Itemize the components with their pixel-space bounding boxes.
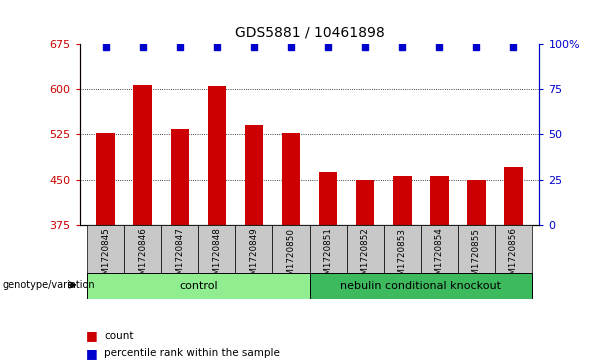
Text: GSM1720851: GSM1720851 xyxy=(324,228,333,286)
Bar xyxy=(134,85,152,225)
Text: GSM1720856: GSM1720856 xyxy=(509,228,518,286)
Bar xyxy=(161,225,199,274)
Bar xyxy=(495,225,532,274)
Text: ■: ■ xyxy=(86,347,97,360)
Bar xyxy=(124,225,161,274)
Text: count: count xyxy=(104,331,134,341)
Bar xyxy=(170,130,189,225)
Text: GSM1720854: GSM1720854 xyxy=(435,228,444,286)
Title: GDS5881 / 10461898: GDS5881 / 10461898 xyxy=(235,26,384,40)
Bar xyxy=(458,225,495,274)
Text: GSM1720847: GSM1720847 xyxy=(175,228,185,286)
Bar xyxy=(421,225,458,274)
Text: GSM1720845: GSM1720845 xyxy=(101,228,110,286)
Bar xyxy=(393,176,411,225)
Text: GSM1720850: GSM1720850 xyxy=(286,228,295,286)
Bar xyxy=(235,225,273,274)
Bar xyxy=(310,225,346,274)
Text: control: control xyxy=(179,281,218,291)
Bar xyxy=(87,273,310,299)
Bar xyxy=(467,180,485,225)
Bar xyxy=(87,225,124,274)
Bar xyxy=(356,180,375,225)
Bar xyxy=(310,273,532,299)
Bar xyxy=(199,225,235,274)
Bar xyxy=(245,125,263,225)
Text: GSM1720848: GSM1720848 xyxy=(212,228,221,286)
Bar xyxy=(282,133,300,225)
Text: percentile rank within the sample: percentile rank within the sample xyxy=(104,348,280,358)
Text: GSM1720849: GSM1720849 xyxy=(249,228,259,286)
Bar xyxy=(208,86,226,225)
Text: GSM1720855: GSM1720855 xyxy=(472,228,481,286)
Text: genotype/variation: genotype/variation xyxy=(2,280,95,290)
Text: GSM1720846: GSM1720846 xyxy=(138,228,147,286)
Text: GSM1720852: GSM1720852 xyxy=(360,228,370,286)
Text: GSM1720853: GSM1720853 xyxy=(398,228,407,286)
Bar xyxy=(96,133,115,225)
Bar xyxy=(384,225,421,274)
Bar xyxy=(430,176,449,225)
Bar xyxy=(504,167,523,225)
Bar xyxy=(273,225,310,274)
Bar xyxy=(346,225,384,274)
Text: ■: ■ xyxy=(86,329,97,342)
Text: nebulin conditional knockout: nebulin conditional knockout xyxy=(340,281,501,291)
Bar xyxy=(319,172,337,225)
